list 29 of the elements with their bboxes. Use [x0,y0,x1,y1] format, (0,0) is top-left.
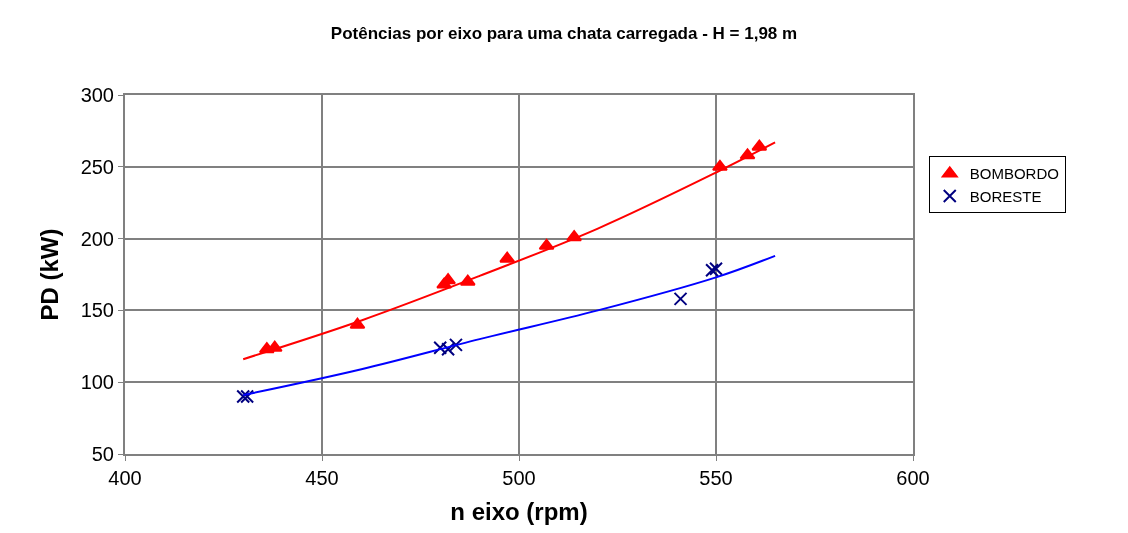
point [448,337,463,352]
point [433,340,448,355]
point [440,273,457,285]
point [236,389,251,404]
y-tick-label: 250 [80,155,114,178]
point [240,389,255,404]
y-tick-label: 150 [80,299,114,322]
point [499,251,516,263]
x-tick-label: 600 [896,467,930,489]
point [712,159,728,171]
x-tick-label: 550 [699,467,733,489]
point [705,263,720,278]
x-tick-label: 400 [108,467,142,489]
x-tick-label: 500 [502,467,536,489]
y-tick-label: 300 [80,84,114,106]
y-axis-title: PD (kW) [36,228,64,321]
point [673,291,688,306]
line-series [242,141,777,361]
line-series [242,254,777,397]
point [441,342,456,357]
legend-label: BOMBORDO [969,165,1059,183]
y-tick-label: 200 [80,227,114,250]
x-axis-title: n eixo (rpm) [450,497,588,525]
chart-title: Potências por eixo para uma chata carregada - H = 1,98 m [330,23,798,43]
x-tick-label: 450 [305,467,339,489]
y-tick-label: 100 [80,371,114,394]
legend-label: BORESTE [969,187,1042,205]
point [709,261,723,276]
y-tick-label: 50 [91,443,114,465]
